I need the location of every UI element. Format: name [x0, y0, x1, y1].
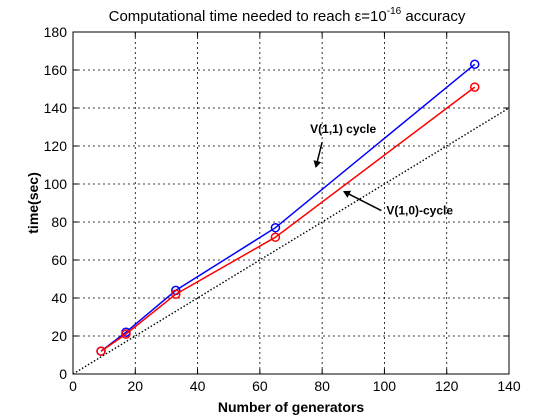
data-point [96, 346, 106, 356]
y-tick-label: 20 [51, 328, 67, 344]
title-exponent: -16 [387, 6, 402, 17]
grid [73, 32, 509, 374]
series-line-2 [72, 107, 510, 375]
x-tick-label: 20 [127, 378, 143, 394]
annotation-label: V(1,0)-cycle [386, 204, 453, 218]
y-tick-label: 80 [51, 214, 67, 230]
annotation-arrow [343, 190, 382, 212]
y-tick-label: 40 [51, 290, 67, 306]
plot-series [72, 59, 510, 375]
data-point [121, 329, 131, 339]
data-point [270, 232, 281, 242]
y-tick-label: 100 [44, 176, 68, 192]
x-tick-label: 100 [373, 378, 397, 394]
y-tick-label: 160 [44, 62, 68, 78]
x-axis-label: Number of generators [218, 399, 364, 415]
y-tick-label: 140 [44, 100, 68, 116]
x-tick-label: 120 [435, 378, 459, 394]
x-tick-label: 40 [190, 378, 206, 394]
annotation-label: V(1,1) cycle [310, 122, 376, 136]
data-point [171, 289, 181, 299]
annotation-arrow [313, 142, 323, 168]
annotations: V(1,1) cycle V(1,0)-cycle [310, 122, 453, 217]
plot-frame [72, 31, 510, 375]
chart-title: Computational time needed to reach ε=10-… [109, 6, 466, 25]
y-tick-label: 120 [44, 138, 68, 154]
data-point [469, 59, 480, 70]
y-tick-label: 60 [51, 252, 67, 268]
x-tick-label: 60 [252, 378, 268, 394]
series-line-1 [100, 86, 476, 352]
y-axis-label: time(sec) [25, 172, 41, 233]
x-tick-label: 0 [69, 378, 77, 394]
data-point [469, 82, 480, 92]
y-tick-label: 180 [44, 24, 68, 40]
y-tick-label: 0 [59, 366, 67, 382]
data-point [270, 222, 281, 233]
x-tick-label: 80 [314, 378, 330, 394]
x-tick-label: 140 [497, 378, 521, 394]
